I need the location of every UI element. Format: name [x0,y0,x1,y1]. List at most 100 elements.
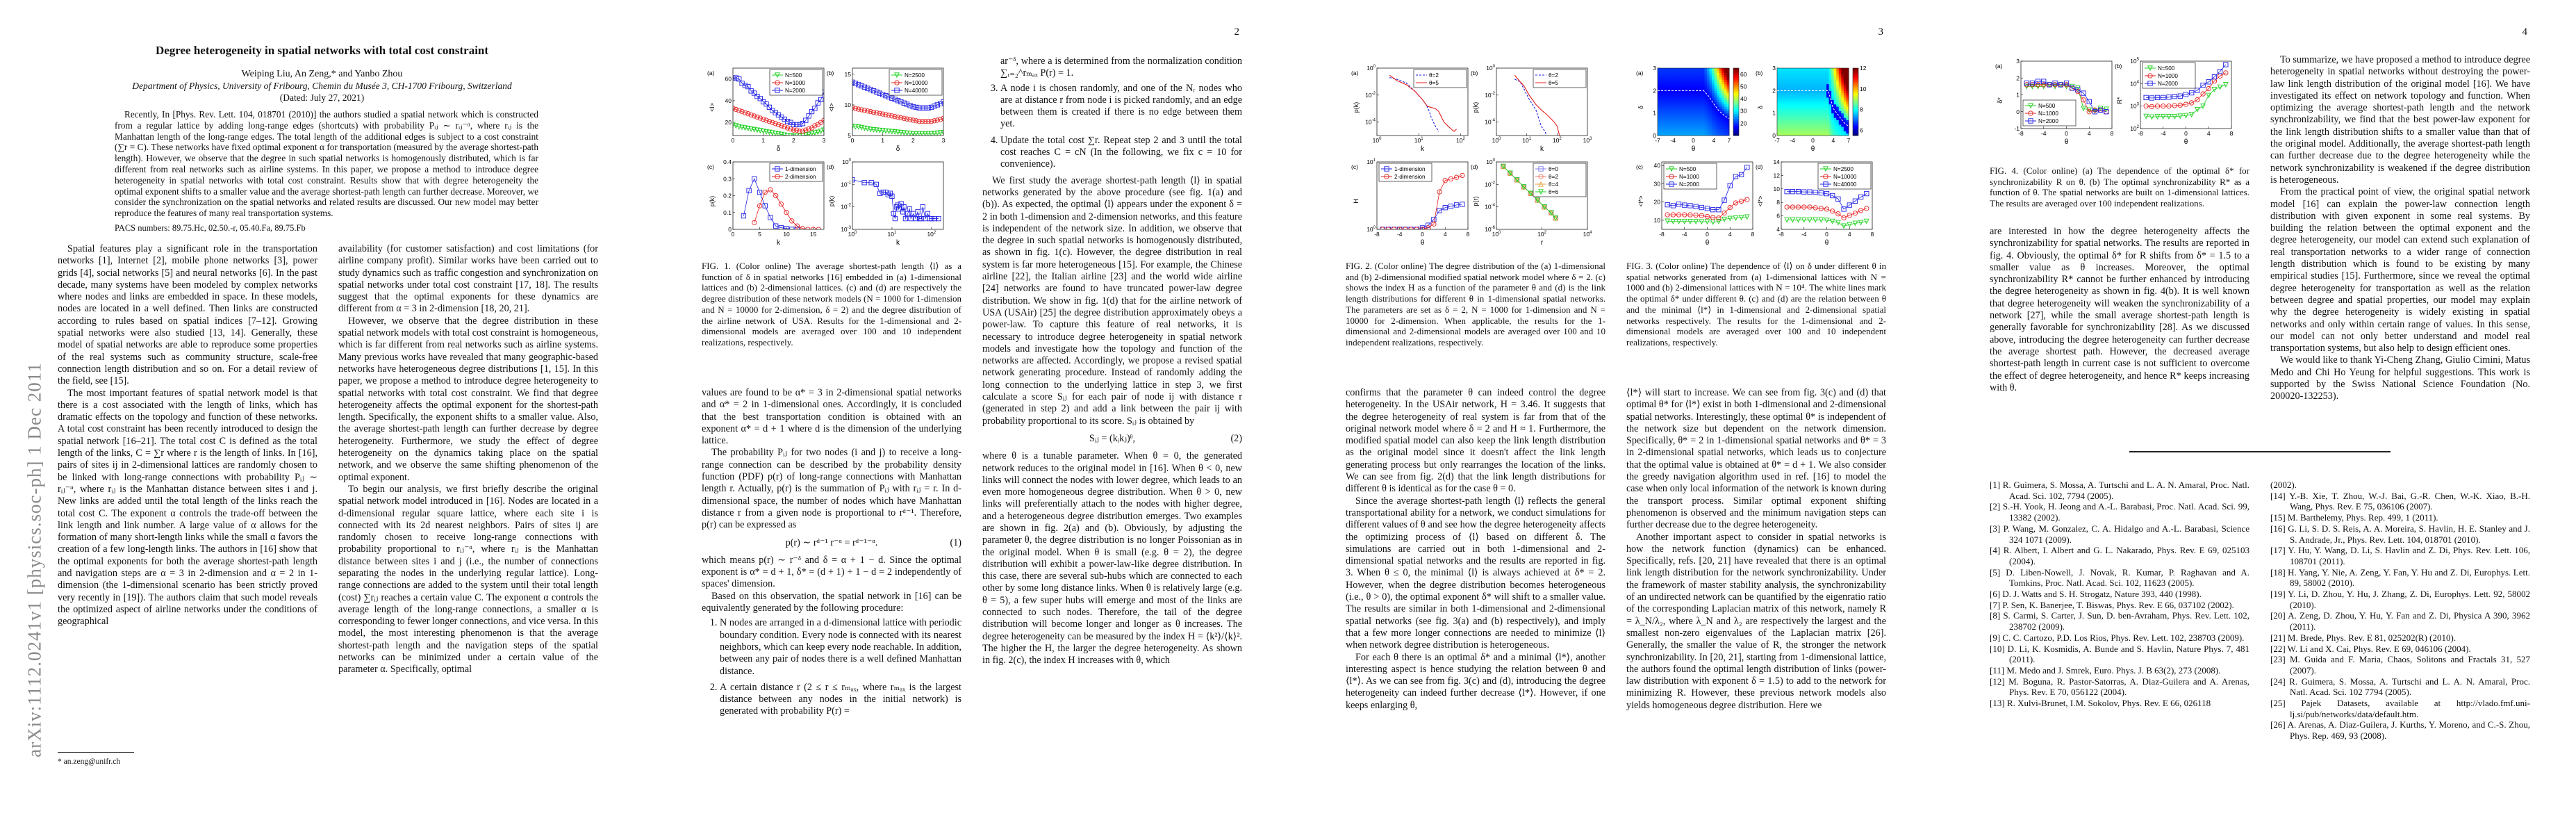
heatmap-cell [1717,122,1720,125]
legend-label: θ=2 [1429,72,1439,79]
heatmap-cell [1838,99,1842,102]
heatmap-cell [1838,72,1842,76]
heatmap-cell [1779,133,1783,136]
data-point [898,201,904,206]
heatmap-cell [1811,133,1815,136]
panel-label: (b) [2115,63,2122,70]
heatmap-cell [1828,68,1832,71]
data-point [775,80,780,85]
heatmap-cell [1685,117,1688,120]
heatmap-cell [1826,108,1830,111]
heatmap-cell [1714,106,1717,109]
heatmap-cell [1717,129,1720,132]
data-point [751,113,757,119]
data-point [811,130,818,136]
data-point [1852,220,1858,227]
heatmap-cell [1701,126,1705,129]
series-2-dimension [1380,172,1465,229]
heatmap-cell [1804,85,1808,89]
heatmap-cell [1833,129,1837,132]
heatmap-cell [1687,74,1690,78]
data-point [856,106,861,112]
data-point [852,81,859,86]
heatmap-cell [1828,113,1832,116]
data-point [2211,74,2218,80]
heatmap-cell [1831,122,1835,125]
heatmap-cell [1679,106,1683,109]
equation-1-body: p(r) ∼ rᵈ⁻¹ r⁻ᵅ = rᵈ⁻¹⁻ᵅ. [785,537,878,548]
colorbar-segment [1853,68,1858,70]
heatmap-cell [1674,133,1678,136]
heatmap-cell [1707,88,1710,91]
series-line [2146,84,2226,117]
heatmap-cell [1712,124,1715,127]
heatmap-cell [1687,68,1690,71]
heatmap-cell [1824,70,1827,73]
page2-right-column: ar⁻ᵟ, where a is determined from the nor… [982,56,1242,789]
colorbar-segment [1853,81,1858,84]
heatmap-cell [1709,85,1712,89]
heatmap-cell [1660,131,1663,134]
heatmap-cell [1685,79,1688,82]
legend-label: θ=2 [1549,72,1558,79]
data-point [2143,95,2149,101]
heatmap-cell [1814,97,1817,100]
heatmap-cell [1787,90,1790,94]
heatmap-cell [1816,124,1819,127]
heatmap-cell [1658,81,1661,85]
page4-left-column: are interested in how the degree heterog… [1990,226,2249,427]
heatmap-cell [1662,85,1666,89]
data-point [1408,227,1414,229]
heatmap-cell [1836,120,1840,123]
data-point [1841,223,1847,229]
data-point [805,227,811,229]
y-axis-label: p(k) [709,196,716,207]
heatmap-cell [1816,99,1819,102]
heatmap-cell [1821,111,1824,114]
heatmap-cell [1779,97,1783,100]
heatmap-cell [1836,117,1840,120]
heatmap-cell [1846,88,1849,91]
legend-label: 2-dimension [1394,174,1426,180]
heatmap-cell [1814,133,1817,136]
data-point [2081,97,2086,103]
heatmap-cell [1687,115,1690,118]
heatmap-cell [1794,101,1797,105]
heatmap-cell [1694,113,1698,116]
colorbar-segment [1853,117,1858,120]
data-point [1681,219,1687,224]
heatmap-cell [1707,79,1710,82]
heatmap-cell [1707,85,1710,89]
heatmap-cell [1784,133,1787,136]
plot-frame [1376,161,1469,230]
heatmap-cell [1660,88,1663,91]
panel-label: (b) [1471,70,1478,76]
heatmap-cell [1797,104,1800,107]
heatmap-cell [1811,126,1815,129]
y-tick-label: 10 [845,101,852,108]
heatmap-cell [1846,90,1849,94]
heatmap-cell [1777,79,1781,82]
data-point [773,193,779,199]
heatmap-cell [1717,72,1720,76]
heatmap-cell [1694,122,1698,125]
x-tick-label: -4 [1801,231,1807,238]
heatmap-cell [1672,68,1676,71]
data-point [859,107,864,113]
heatmap-cell [1719,79,1722,82]
data-point [936,215,941,222]
data-point [1738,172,1744,178]
heatmap-cell [1821,117,1824,120]
x-tick-label: 0 [2065,130,2068,137]
data-point [757,203,763,208]
heatmap-cell [1660,133,1663,136]
heatmap-cell [1809,104,1813,107]
heatmap-cell [1699,83,1703,87]
data-point [1460,202,1465,207]
heatmap-cell [1679,85,1683,89]
heatmap-cell [1828,81,1832,85]
colorbar-segment [1733,124,1739,126]
heatmap-cell [1804,99,1808,102]
heatmap-cell [1674,113,1678,116]
